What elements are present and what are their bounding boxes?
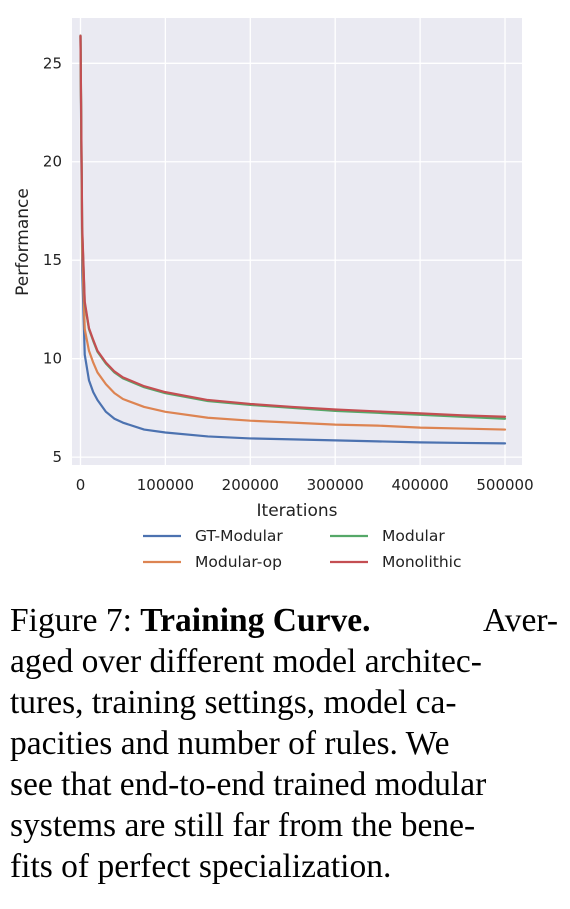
y-tick-label: 5 bbox=[52, 448, 62, 466]
caption-line-3: tures, training settings, model ca- bbox=[10, 684, 457, 721]
caption-line-1: Figure 7: Training Curve. Aver- bbox=[10, 600, 558, 641]
y-tick-labels: 5 10 15 20 25 bbox=[43, 54, 62, 466]
grid bbox=[72, 18, 522, 465]
y-tick-label: 10 bbox=[43, 350, 62, 368]
caption-line-6: systems are still far from the bene- bbox=[10, 807, 476, 844]
legend-label-monolithic: Monolithic bbox=[382, 553, 462, 571]
x-tick-label: 400000 bbox=[391, 476, 448, 494]
legend-label-modular-op: Modular-op bbox=[195, 553, 282, 571]
legend-label-modular: Modular bbox=[382, 527, 445, 545]
y-tick-label: 15 bbox=[43, 251, 62, 269]
x-tick-label: 300000 bbox=[307, 476, 364, 494]
x-tick-label: 100000 bbox=[137, 476, 194, 494]
series-line-modular-op bbox=[79, 34, 507, 431]
x-tick-labels: 0 100000 200000 300000 400000 500000 bbox=[76, 476, 534, 494]
caption-line-5: see that end-to-end trained modular bbox=[10, 766, 487, 803]
caption-figure-label: Figure 7: bbox=[10, 602, 132, 639]
series-lines bbox=[79, 34, 507, 445]
y-tick-label: 20 bbox=[43, 153, 62, 171]
x-tick-label: 0 bbox=[76, 476, 86, 494]
training-curve-chart: 0 100000 200000 300000 400000 500000 5 10 15 20 2… bbox=[13, 18, 534, 571]
x-tick-label: 200000 bbox=[222, 476, 279, 494]
series-line-gt-modular bbox=[79, 34, 507, 445]
legend-label-gt-modular: GT-Modular bbox=[195, 527, 283, 545]
caption-text-1: Aver- bbox=[483, 602, 558, 639]
x-axis-label: Iterations bbox=[257, 501, 338, 521]
plot-area bbox=[72, 18, 522, 465]
y-axis-label: Performance bbox=[13, 188, 33, 296]
x-tick-label: 500000 bbox=[476, 476, 533, 494]
series-line-monolithic bbox=[79, 34, 507, 418]
caption-line-2: aged over different model architec- bbox=[10, 643, 482, 680]
caption-line-4: pacities and number of rules. We bbox=[10, 725, 450, 762]
legend: GT-Modular Modular-op Modular Monolithic bbox=[143, 527, 462, 571]
caption-figure-title: Training Curve. bbox=[140, 602, 371, 639]
caption-line-7: fits of perfect specialization. bbox=[10, 848, 392, 885]
y-tick-label: 25 bbox=[43, 54, 62, 72]
figure-caption: Figure 7: Training Curve. Aver- aged ove… bbox=[10, 600, 558, 887]
